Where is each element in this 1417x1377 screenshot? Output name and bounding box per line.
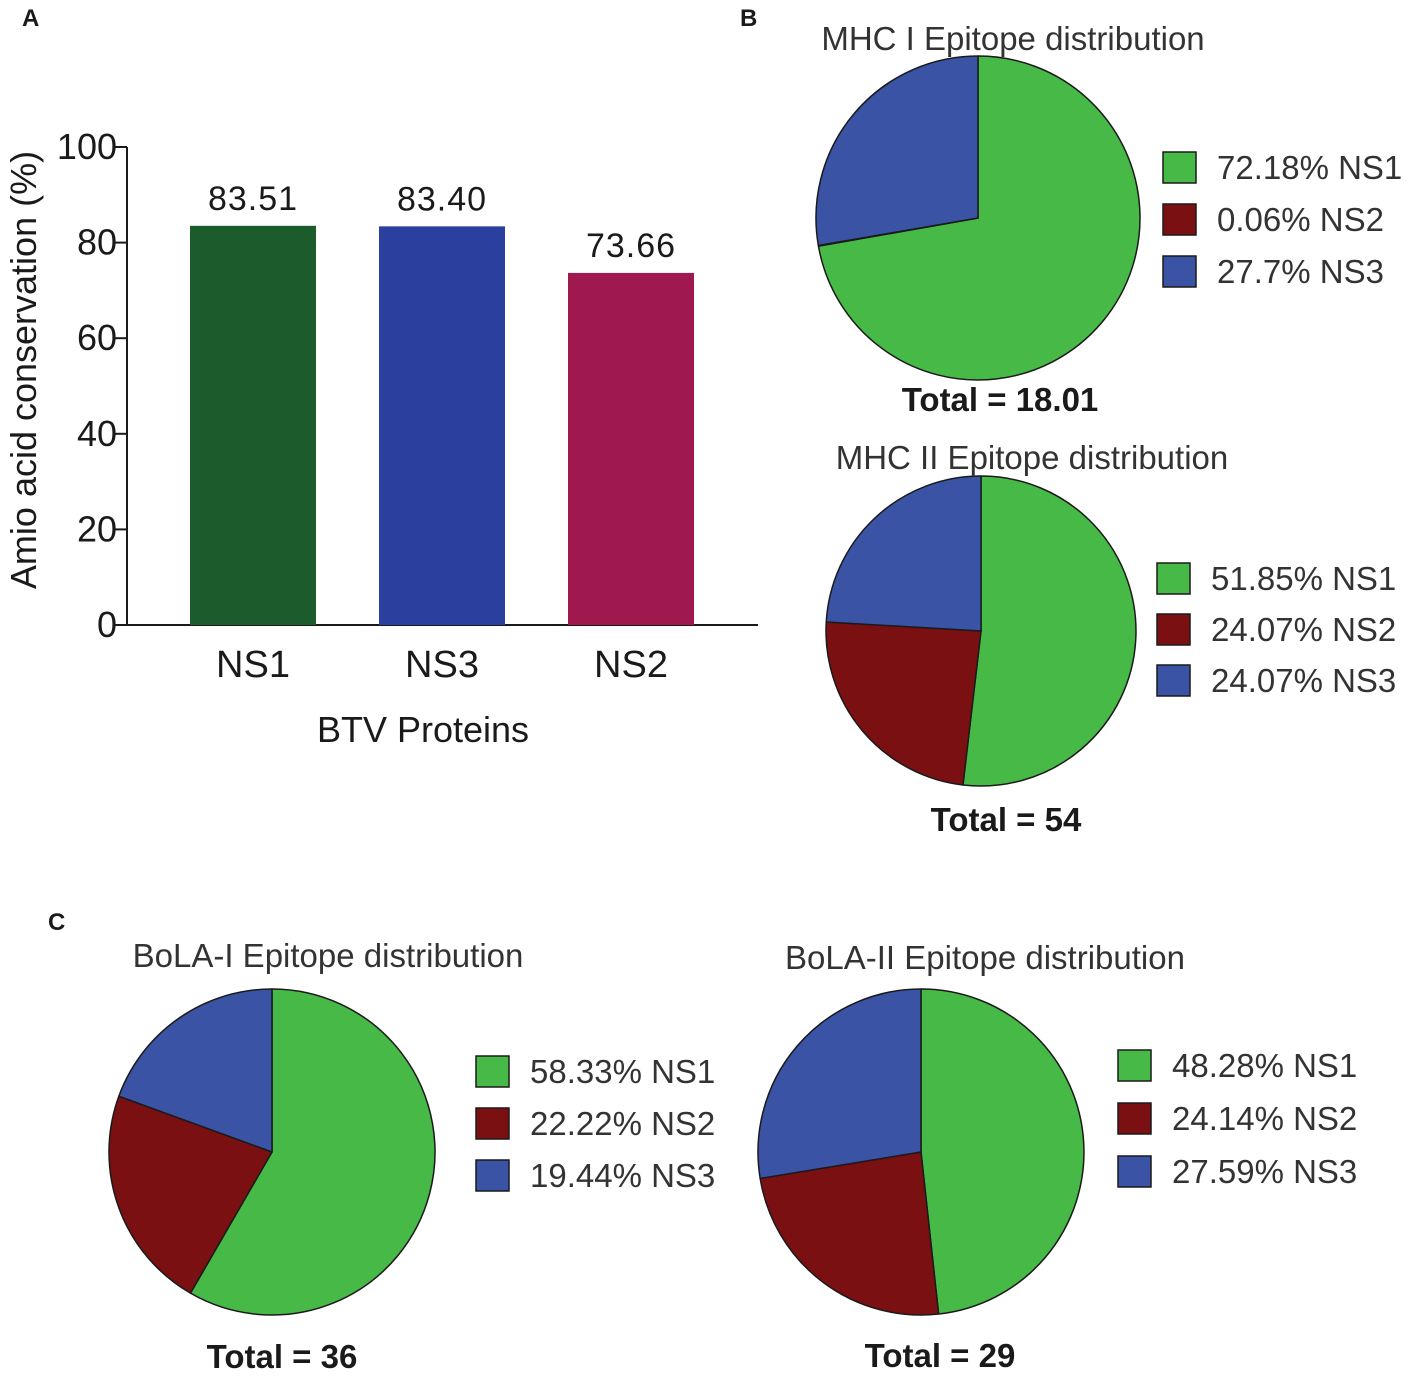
legend-label: 24.14% NS2 [1172,1100,1357,1137]
pie-chart-mhc-ii: 51.85% NS1 24.07% NS2 24.07% NS3 MHC II Epi… [825,439,1396,838]
legend-swatch [1117,1049,1152,1082]
legend-swatch [1162,151,1197,184]
x-axis-title: BTV Proteins [317,709,529,750]
bar-chart: 0 20 40 60 80 100 83.51 NS1 83.40 NS3 73.66 NS2 BTV … [3,126,758,750]
legend-swatch [1117,1155,1152,1188]
legend-label: 58.33% NS1 [530,1053,715,1090]
bar-value-label: 73.66 [586,227,676,265]
pie-slice [920,988,1085,1315]
y-tick-label: 80 [77,222,117,263]
pie-slice [962,475,1137,787]
legend-label: 72.18% NS1 [1217,149,1402,186]
pie-slice [118,988,273,1153]
pie-total: Total = 36 [207,1338,358,1375]
legend-label: 24.07% NS3 [1211,662,1396,699]
legend-swatch [475,1107,510,1140]
pie-title: BoLA-I Epitope distribution [133,937,524,974]
pie-slice [757,988,922,1180]
legend-label: 27.59% NS3 [1172,1153,1357,1190]
legend-label: 48.28% NS1 [1172,1047,1357,1084]
y-tick-label: 40 [77,413,117,454]
legend-swatch [475,1159,510,1192]
pie-slice [817,55,1141,381]
y-axis-title: Amio acid conservation (%) [3,151,44,589]
pie-chart-bola-ii: 48.28% NS1 24.14% NS2 27.59% NS3 BoLA-II Ep… [757,939,1357,1374]
legend-swatch [475,1055,510,1088]
legend-swatch [1162,255,1197,288]
bar-value-label: 83.40 [397,180,487,218]
legend-label: 51.85% NS1 [1211,560,1396,597]
pie-title: MHC I Epitope distribution [821,20,1204,57]
legend-label: 27.7% NS3 [1217,253,1384,290]
y-tick-label: 0 [97,604,117,645]
bar-ns2 [568,272,694,625]
pie-title: BoLA-II Epitope distribution [785,939,1185,976]
bar-ns1 [190,225,316,625]
pie-chart-mhc-i: 72.18% NS1 0.06% NS2 27.7% NS3 MHC I Epitop… [815,20,1402,418]
legend-label: 19.44% NS3 [530,1157,715,1194]
pie-slice [108,1095,273,1294]
y-tick-label: 20 [77,508,117,549]
pie-total: Total = 29 [865,1337,1016,1374]
x-category-label: NS1 [216,644,290,686]
legend-label: 22.22% NS2 [530,1105,715,1142]
pie-slice [825,621,982,786]
panel-label-a: A [22,5,39,32]
legend-swatch [1162,203,1197,236]
pie-total: Total = 54 [931,801,1082,838]
pie-slice [759,1151,940,1316]
pie-slice [815,55,979,247]
legend-swatch [1117,1102,1152,1135]
pie-chart-bola-i: 58.33% NS1 22.22% NS2 19.44% NS3 BoLA-I Epi… [108,937,715,1375]
legend-label: 24.07% NS2 [1211,611,1396,648]
pie-title: MHC II Epitope distribution [836,439,1229,476]
x-category-label: NS2 [594,644,668,686]
y-tick-label: 100 [57,126,117,167]
panel-label-b: B [740,5,757,32]
pie-slice [825,475,982,632]
pie-total: Total = 18.01 [902,381,1099,418]
legend-swatch [1156,664,1191,697]
bar-ns3 [379,226,505,625]
panel-label-c: C [48,909,65,936]
legend-label: 0.06% NS2 [1217,201,1384,238]
x-category-label: NS3 [405,644,479,686]
legend-swatch [1156,562,1191,595]
y-tick-label: 60 [77,317,117,358]
bar-value-label: 83.51 [208,180,298,218]
legend-swatch [1156,613,1191,646]
pie-slice [189,988,436,1316]
